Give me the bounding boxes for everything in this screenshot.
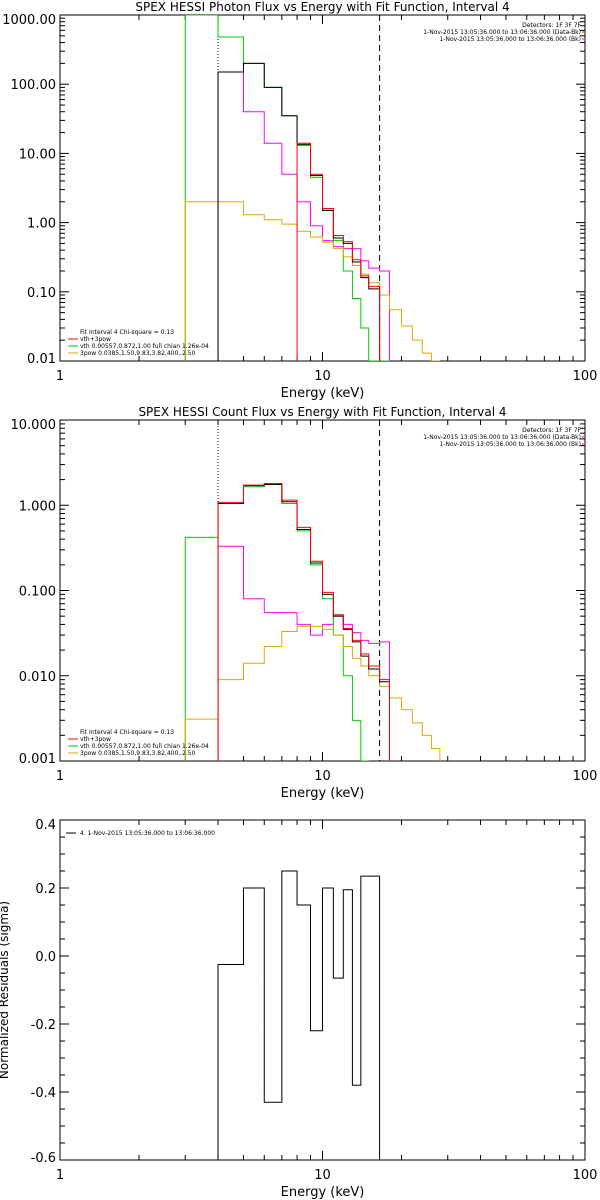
- legend-top-text: 1-Nov-2015 13:05:36.000 to 13:06:36.000 …: [439, 36, 581, 43]
- y-tick-label: 0.10: [27, 286, 56, 301]
- legend-bottom-text: Fit Interval 4 Chi-square = 0.13: [80, 729, 174, 736]
- y-tick-label: 0.01: [27, 352, 56, 367]
- series-line-data-bk-fit: [217, 482, 391, 761]
- y-tick-label: 1000.00: [2, 13, 56, 28]
- series-line-data-bk: [217, 484, 391, 761]
- chart-title: SPEX HESSI Photon Flux vs Energy with Fi…: [135, 0, 509, 14]
- x-tick-label: 1: [56, 769, 64, 784]
- y-tick-label: 1.00: [27, 217, 56, 232]
- legend-bottom-text: Fit Interval 4 Chi-square = 0.13: [80, 329, 174, 336]
- legend-top-text: 1-Nov-2015 13:05:36.000 to 13:06:36.000 …: [439, 441, 581, 448]
- legend-top-text: 4. 1-Nov-2015 13:05:36.000 to 13:06:36.0…: [80, 830, 215, 837]
- y-tick-label: 100.00: [11, 78, 57, 93]
- x-tick-label: 1: [56, 1168, 64, 1183]
- y-tick-label: 10.000: [11, 418, 57, 433]
- y-tick-label: -0.2: [31, 1018, 56, 1033]
- residuals-plot: 1 10 100 -0.6 -0.4 -0.2 0.0 0.2 0.4 Energy (keV) N…: [0, 818, 597, 1200]
- x-axis-label: Energy (keV): [281, 1185, 365, 1200]
- series-line-data-bk: [217, 62, 381, 361]
- series-line-3pow: [184, 625, 441, 761]
- legend-bottom-text: 3pow 0.0385,1.50,9.83,3.82,400.,2.50: [80, 350, 196, 357]
- legend-top-text: 1-Nov-2015 13:05:36.000 to 13:06:36.000 …: [423, 29, 581, 36]
- series-line-data-bk-fit: [296, 142, 381, 361]
- chart-title: SPEX HESSI Count Flux vs Energy with Fit…: [138, 405, 506, 419]
- x-tick-label: 100: [573, 369, 598, 384]
- legend-top-text: 1-Nov-2015 13:05:36.000 to 13:06:36.000 …: [423, 434, 581, 441]
- x-tick-label: 10: [314, 1168, 331, 1183]
- y-axis-label: Normalized Residuals (sigma): [0, 901, 11, 1079]
- legend-bottom-text: vth+3pow: [80, 336, 111, 343]
- series-line-vth: [184, 15, 390, 361]
- y-tick-label: 1.000: [19, 499, 56, 514]
- x-tick-label: 10: [314, 769, 331, 784]
- legend-bottom-text: 3pow 0.0385,1.50,9.83,3.82,400.,2.50: [80, 750, 196, 757]
- x-tick-label: 1: [56, 369, 64, 384]
- y-tick-label: 10.00: [19, 147, 56, 162]
- x-tick-label: 100: [573, 769, 598, 784]
- legend-bottom-text: vth 0.00557,0.872,1.00 full chian 1.26e-…: [80, 743, 209, 750]
- x-axis-label: Energy (keV): [281, 386, 365, 401]
- plot-data: [217, 870, 381, 1160]
- y-tick-label: 0.001: [19, 752, 56, 767]
- legend-top-text: Detectors: 1F 3F 7F: [522, 22, 581, 29]
- legend-bottom-text: vth+3pow: [80, 736, 111, 743]
- y-tick-label: 0.2: [35, 882, 56, 897]
- y-tick-label: 0.100: [19, 585, 56, 600]
- legend-bottom-text: vth 0.00557,0.872,1.00 full chian 1.26e-…: [80, 343, 209, 350]
- plot-data: [184, 420, 441, 761]
- y-tick-label: -0.6: [31, 1151, 56, 1166]
- series-line-3pow: [184, 201, 440, 361]
- legend-top-text: Detectors: 1F 3F 7F: [522, 427, 581, 434]
- series-line-vth-3pow: [217, 71, 391, 361]
- count-flux-plot: SPEX HESSI Count Flux vs Energy with Fit…: [11, 405, 598, 801]
- y-tick-label: 0.0: [35, 950, 56, 965]
- photon-flux-plot: SPEX HESSI Photon Flux vs Energy with Fi…: [2, 0, 597, 401]
- y-tick-label: -0.4: [31, 1086, 56, 1101]
- y-tick-label: 0.010: [19, 670, 56, 685]
- series-line-residuals: [217, 870, 381, 1160]
- x-tick-label: 100: [573, 1168, 598, 1183]
- plot-data: [184, 15, 440, 361]
- x-tick-label: 10: [314, 369, 331, 384]
- x-axis-label: Energy (keV): [281, 786, 365, 801]
- y-tick-label: 0.4: [35, 818, 56, 833]
